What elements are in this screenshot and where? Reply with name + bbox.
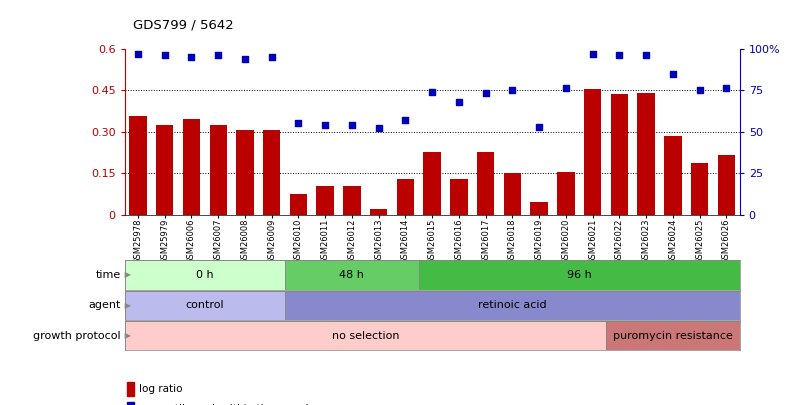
Bar [236, 130, 253, 215]
Text: percentile rank within the sample: percentile rank within the sample [138, 404, 314, 405]
Text: puromycin resistance: puromycin resistance [612, 331, 732, 341]
Text: 48 h: 48 h [339, 270, 364, 280]
Point [291, 120, 304, 126]
Bar [124, 260, 285, 290]
Bar [289, 194, 307, 215]
Point [398, 117, 411, 123]
Text: log ratio: log ratio [138, 384, 182, 394]
Text: control: control [185, 301, 224, 310]
Point [318, 122, 331, 128]
Bar [285, 260, 418, 290]
Bar [503, 173, 520, 215]
Bar [450, 179, 467, 215]
Point [612, 52, 625, 58]
Text: 96 h: 96 h [566, 270, 591, 280]
Point [719, 85, 732, 92]
Point [158, 52, 171, 58]
Point [479, 90, 491, 97]
Text: agent: agent [88, 301, 120, 310]
Bar [690, 164, 707, 215]
Bar [717, 155, 734, 215]
Text: retinoic acid: retinoic acid [478, 301, 546, 310]
Bar [369, 209, 387, 215]
Point [265, 54, 278, 60]
Point [585, 50, 598, 57]
Bar [127, 382, 133, 396]
Point [666, 70, 679, 77]
Point [238, 55, 251, 62]
Point [559, 85, 572, 92]
Bar [605, 321, 739, 350]
Text: growth protocol: growth protocol [33, 331, 120, 341]
Text: 0 h: 0 h [196, 270, 214, 280]
Bar [610, 94, 627, 215]
Bar [156, 125, 173, 215]
Bar [663, 136, 681, 215]
Point [132, 50, 145, 57]
Text: ▶: ▶ [122, 271, 131, 279]
Bar [556, 172, 574, 215]
Bar [210, 125, 226, 215]
Text: GDS799 / 5642: GDS799 / 5642 [132, 18, 233, 31]
Text: ▶: ▶ [122, 301, 131, 310]
Point [505, 87, 518, 94]
Bar [418, 260, 739, 290]
Text: time: time [96, 270, 120, 280]
Bar [124, 321, 605, 350]
Bar [530, 202, 547, 215]
Point [185, 54, 198, 60]
Bar [285, 291, 739, 320]
Point [211, 52, 224, 58]
Point [345, 122, 358, 128]
Text: no selection: no selection [331, 331, 398, 341]
Text: ▶: ▶ [122, 331, 131, 340]
Point [372, 125, 385, 132]
Bar [583, 89, 601, 215]
Bar [127, 402, 133, 405]
Bar [423, 152, 440, 215]
Bar [637, 93, 654, 215]
Bar [316, 185, 333, 215]
Point [639, 52, 652, 58]
Bar [129, 116, 146, 215]
Point [692, 87, 705, 94]
Bar [343, 185, 361, 215]
Bar [263, 130, 280, 215]
Point [452, 98, 465, 105]
Bar [476, 152, 494, 215]
Bar [124, 291, 285, 320]
Bar [182, 119, 200, 215]
Point [532, 124, 545, 130]
Bar [396, 179, 414, 215]
Point [426, 89, 438, 95]
